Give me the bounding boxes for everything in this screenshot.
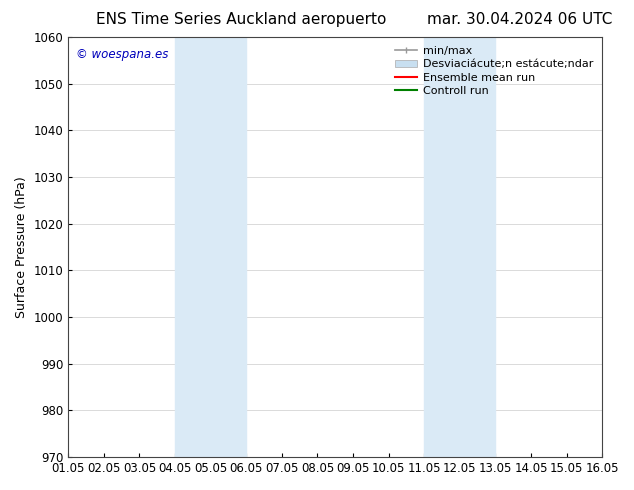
Bar <box>424 37 495 457</box>
Text: mar. 30.04.2024 06 UTC: mar. 30.04.2024 06 UTC <box>427 12 612 27</box>
Text: © woespana.es: © woespana.es <box>76 48 169 61</box>
Legend: min/max, Desviaciácute;n estácute;ndar, Ensemble mean run, Controll run: min/max, Desviaciácute;n estácute;ndar, … <box>392 43 597 99</box>
Bar <box>175 37 246 457</box>
Text: ENS Time Series Auckland aeropuerto: ENS Time Series Auckland aeropuerto <box>96 12 386 27</box>
Y-axis label: Surface Pressure (hPa): Surface Pressure (hPa) <box>15 176 28 318</box>
